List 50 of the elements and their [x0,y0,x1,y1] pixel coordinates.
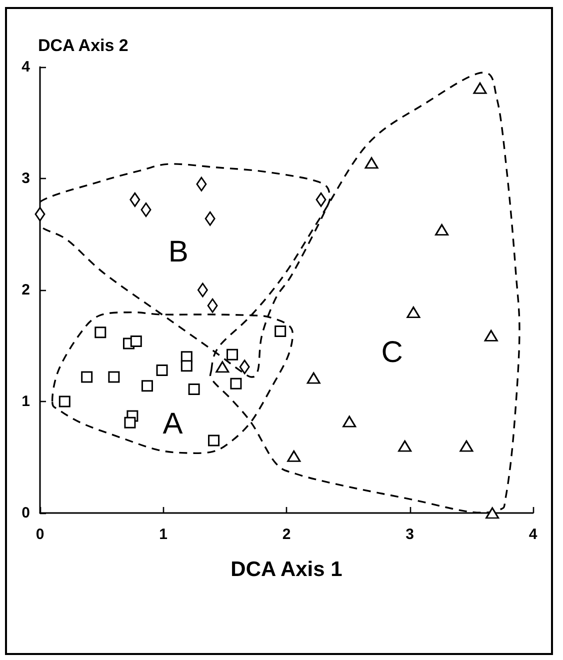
point [124,416,136,428]
series-label: A [162,407,183,440]
x-tick-label: 2 [282,526,291,543]
point [435,224,449,236]
point [287,450,301,462]
point [197,282,208,298]
point [486,507,500,519]
point [239,360,250,374]
point [130,336,142,348]
point [364,157,378,169]
point [460,440,474,452]
point [140,202,152,217]
point [316,192,326,207]
point [180,360,192,372]
point [34,206,46,222]
point [342,416,356,428]
point [208,434,220,446]
y-axis-title: DCA Axis 2 [38,36,128,55]
x-tick-label: 1 [159,526,168,543]
point [406,306,420,318]
point [156,364,168,376]
point [398,440,412,452]
x-tick-label: 0 [36,526,44,543]
point [230,378,242,390]
point [204,211,216,226]
point [216,361,230,373]
point [484,330,498,342]
point [58,396,70,408]
x-tick-label: 3 [406,526,414,543]
series-label: B [168,236,188,269]
point [130,192,140,207]
y-tick-label: 3 [22,170,30,187]
point [226,348,238,360]
y-tick-label: 1 [22,393,30,410]
point [207,298,218,313]
point [196,176,207,192]
point [306,372,320,384]
y-tick-label: 4 [22,58,31,76]
point [473,82,487,94]
x-axis-title: DCA Axis 1 [230,558,343,581]
point [94,326,106,338]
point [81,371,93,383]
x-tick-label: 4 [528,526,538,543]
y-tick-label: 2 [22,282,30,298]
point [274,326,286,338]
point [108,371,120,383]
point [141,380,153,392]
y-tick-label: 0 [22,504,30,522]
point [188,383,200,395]
series-label: C [381,336,403,369]
